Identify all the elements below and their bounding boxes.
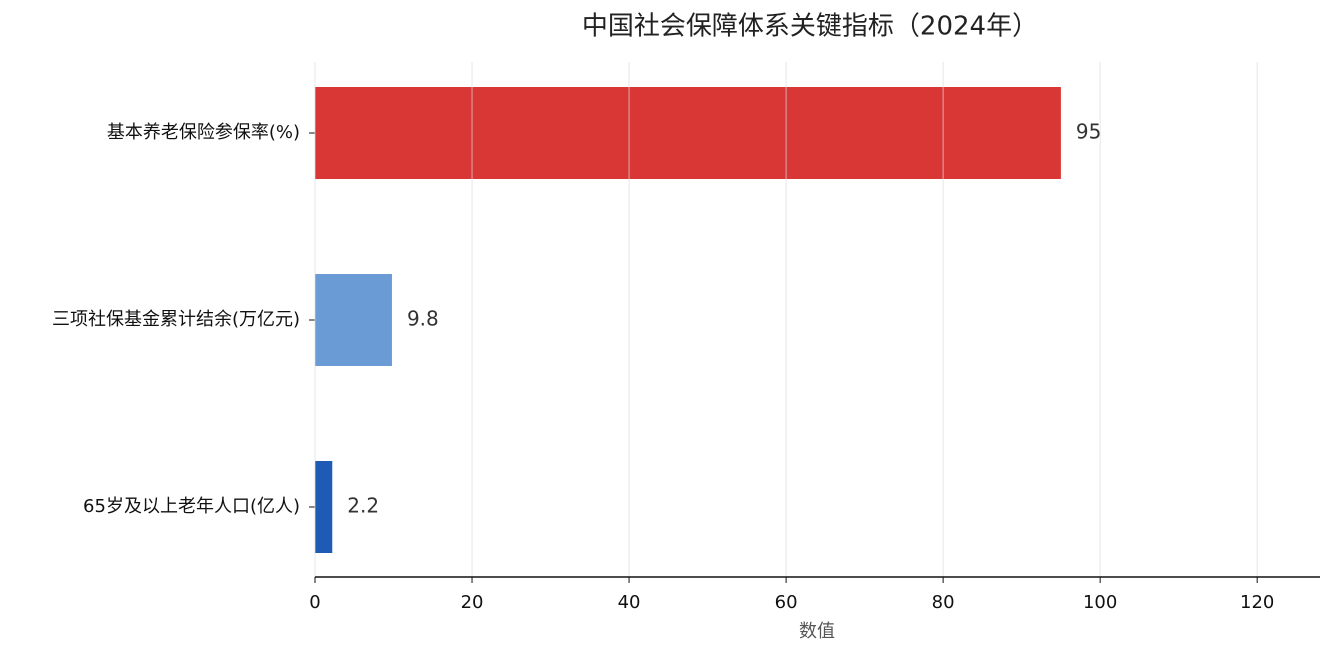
y-tick-label: 65岁及以上老年人口(亿人) xyxy=(83,496,300,517)
bar xyxy=(315,87,1061,179)
value-label: 2.2 xyxy=(347,494,379,518)
chart-title: 中国社会保障体系关键指标（2024年） xyxy=(582,12,1038,42)
x-axis-label: 数值 xyxy=(799,621,835,642)
x-tick-label: 0 xyxy=(309,592,320,613)
x-tick-label: 60 xyxy=(775,592,798,613)
bar xyxy=(315,461,333,553)
bar xyxy=(315,274,392,366)
x-tick-label: 20 xyxy=(461,592,484,613)
y-tick-label: 基本养老保险参保率(%) xyxy=(107,122,300,143)
value-label: 9.8 xyxy=(407,307,439,331)
x-tick-label: 40 xyxy=(618,592,641,613)
x-tick-label: 80 xyxy=(932,592,955,613)
x-tick-label: 120 xyxy=(1240,592,1274,613)
x-tick-label: 100 xyxy=(1083,592,1117,613)
value-label: 95 xyxy=(1076,120,1101,144)
y-tick-label: 三项社保基金累计结余(万亿元) xyxy=(52,309,300,330)
